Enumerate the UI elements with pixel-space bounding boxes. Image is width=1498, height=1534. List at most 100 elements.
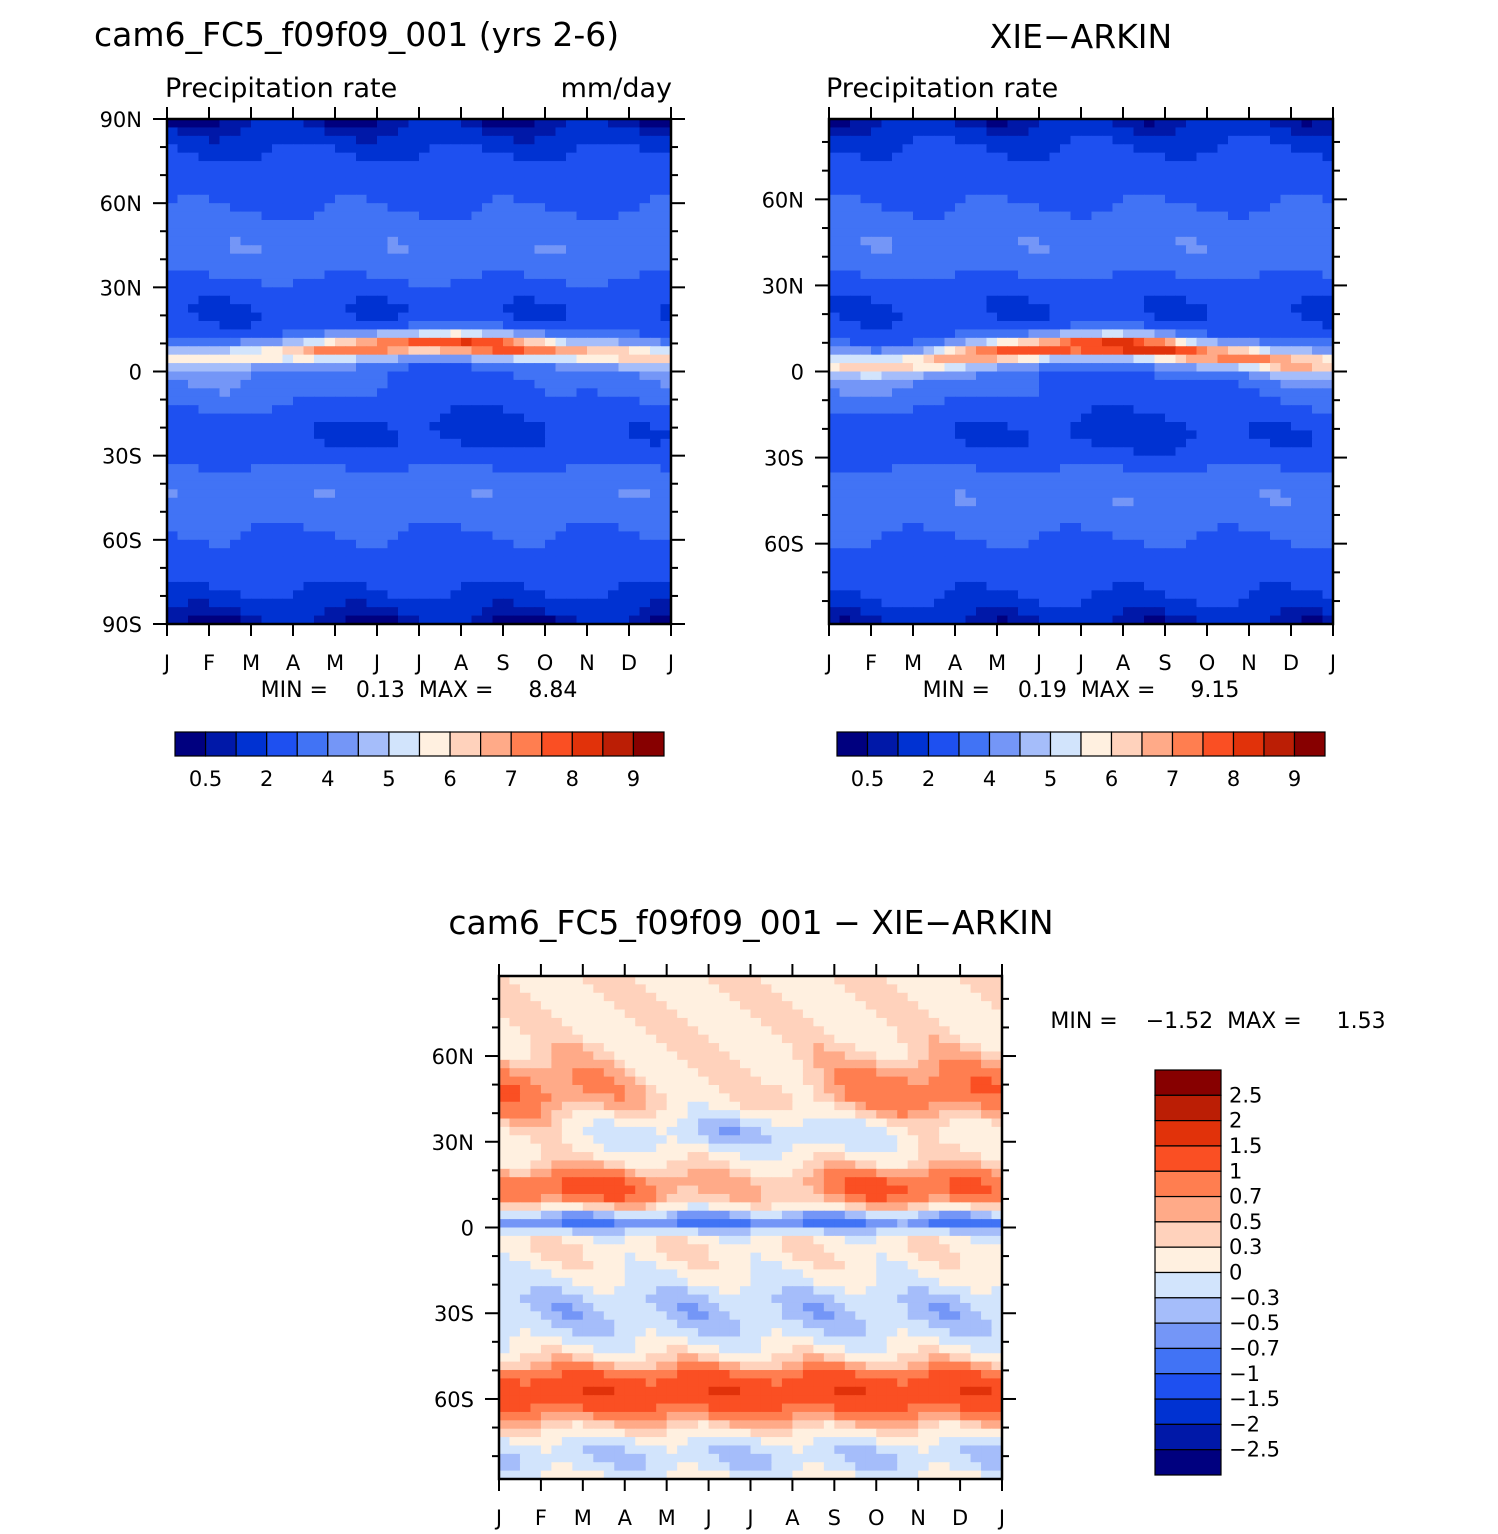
field-cell [1154,127,1166,137]
field-cell [1028,438,1040,448]
field-cell [314,203,326,213]
field-cell [976,329,988,339]
field-cell [1301,194,1313,204]
field-cell [1112,329,1124,339]
field-cell [356,388,368,398]
field-cell [1270,405,1282,415]
field-cell [314,598,326,608]
field-cell [167,321,179,331]
field-cell [860,405,872,415]
field-cell [902,422,914,432]
field-cell [345,422,357,432]
field-cell [513,144,525,154]
field-cell [597,253,609,263]
field-cell [650,270,662,280]
field-cell [1123,438,1135,448]
field-cell [1070,295,1082,305]
field-cell [1291,354,1303,364]
field-cell [1217,430,1229,440]
field-cell [167,169,179,179]
field-cell [209,152,221,162]
field-cell [377,211,389,221]
field-cell [356,472,368,482]
field-cell [639,363,651,373]
field-cell [293,565,305,575]
field-cell [1270,295,1282,305]
field-cell [1249,245,1261,255]
field-cell [576,337,588,347]
field-cell [1018,405,1030,415]
field-cell [303,581,315,591]
field-cell [555,135,567,145]
field-cell [1018,363,1030,373]
field-cell [608,480,620,490]
field-cell [944,270,956,280]
field-cell [167,127,179,137]
field-cell [1175,220,1187,230]
field-cell [1102,464,1114,474]
field-cell [167,396,179,406]
field-cell [419,169,431,179]
field-cell [871,262,883,272]
field-cell [997,194,1009,204]
field-cell [618,388,630,398]
field-cell [482,565,494,575]
field-cell [251,220,263,230]
field-cell [419,581,431,591]
field-cell [177,573,189,583]
field-cell [503,573,515,583]
field-cell [976,295,988,305]
field-cell [608,590,620,600]
field-cell [1102,220,1114,230]
field-cell [440,152,452,162]
field-cell [419,489,431,499]
field-cell [1081,413,1093,423]
field-cell [1091,220,1103,230]
field-cell [1112,321,1124,331]
field-cell [1165,203,1177,213]
field-cell [576,598,588,608]
field-cell [660,489,672,499]
field-cell [608,346,620,356]
field-cell [398,489,410,499]
field-cell [1312,177,1324,187]
field-cell [293,363,305,373]
field-cell [1060,337,1072,347]
field-cell [1039,262,1051,272]
field-cell [261,455,273,465]
field-cell [251,506,263,516]
field-cell [944,396,956,406]
field-cell [1154,312,1166,322]
field-cell [850,236,862,246]
field-cell [471,379,483,389]
field-cell [303,396,315,406]
field-cell [450,228,462,238]
field-cell [608,161,620,171]
field-cell [1112,245,1124,255]
field-cell [1007,262,1019,272]
field-cell [1165,422,1177,432]
field-cell [1018,304,1030,314]
field-cell [461,228,473,238]
field-cell [1301,354,1313,364]
field-cell [314,396,326,406]
field-cell [934,312,946,322]
field-cell [440,480,452,490]
field-cell [1028,312,1040,322]
field-cell [513,211,525,221]
field-cell [251,438,263,448]
field-cell [639,278,651,288]
field-cell [377,396,389,406]
field-cell [618,312,630,322]
field-cell [608,177,620,187]
field-cell [1133,363,1145,373]
field-cell [1259,405,1271,415]
field-cell [345,262,357,272]
x-tick-label: J [414,651,422,675]
field-cell [230,203,242,213]
field-cell [566,228,578,238]
field-cell [513,379,525,389]
field-cell [860,447,872,457]
field-cell [188,177,200,187]
field-cell [261,236,273,246]
